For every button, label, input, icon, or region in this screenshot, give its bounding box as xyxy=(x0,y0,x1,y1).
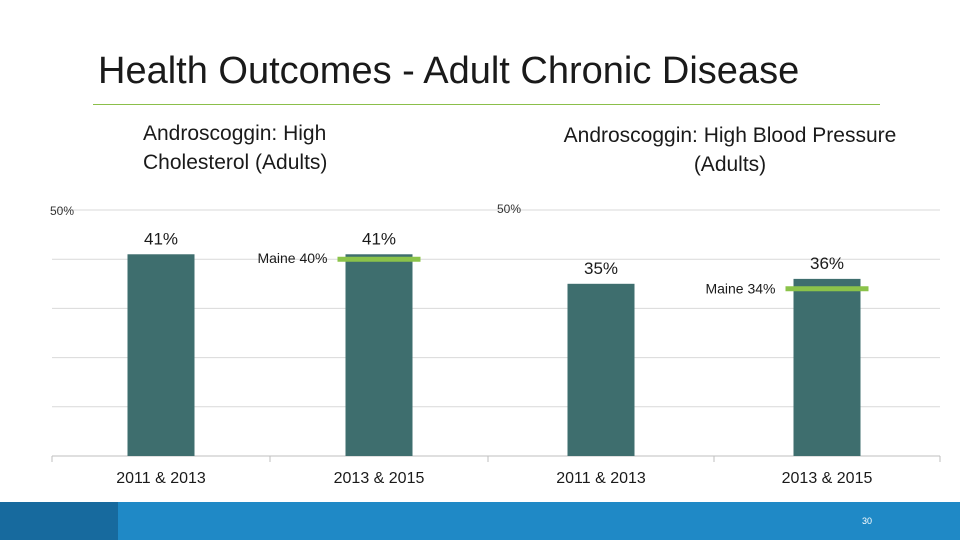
slide-title: Health Outcomes - Adult Chronic Disease xyxy=(98,50,800,92)
x-tick-label: 2013 & 2015 xyxy=(782,470,873,487)
bar-value-label: 41% xyxy=(362,229,396,248)
bar-value-label: 41% xyxy=(144,229,178,248)
bar xyxy=(127,254,195,456)
footer-accent xyxy=(0,502,118,540)
page-number: 30 xyxy=(862,516,873,526)
y-tick-label: 50% xyxy=(50,204,74,218)
footer-bar xyxy=(0,502,960,540)
chart-title-blood-pressure: Androscoggin: High Blood Pressure (Adult… xyxy=(563,124,897,176)
x-tick-label: 2011 & 2013 xyxy=(556,470,646,487)
state-reference-label: Maine 40% xyxy=(257,250,327,266)
chart-title-cholesterol: Androscoggin: High Cholesterol (Adults) xyxy=(143,122,328,174)
bar xyxy=(793,278,861,456)
bar xyxy=(567,283,635,456)
bar-value-label: 36% xyxy=(810,254,844,273)
state-reference-label: Maine 34% xyxy=(705,281,775,297)
x-tick-label: 2013 & 2015 xyxy=(334,470,425,487)
title-divider xyxy=(93,104,880,105)
bar xyxy=(345,254,413,456)
x-tick-label: 2011 & 2013 xyxy=(116,470,206,487)
bar-value-label: 35% xyxy=(584,259,618,278)
y-tick-label: 50% xyxy=(497,202,521,216)
